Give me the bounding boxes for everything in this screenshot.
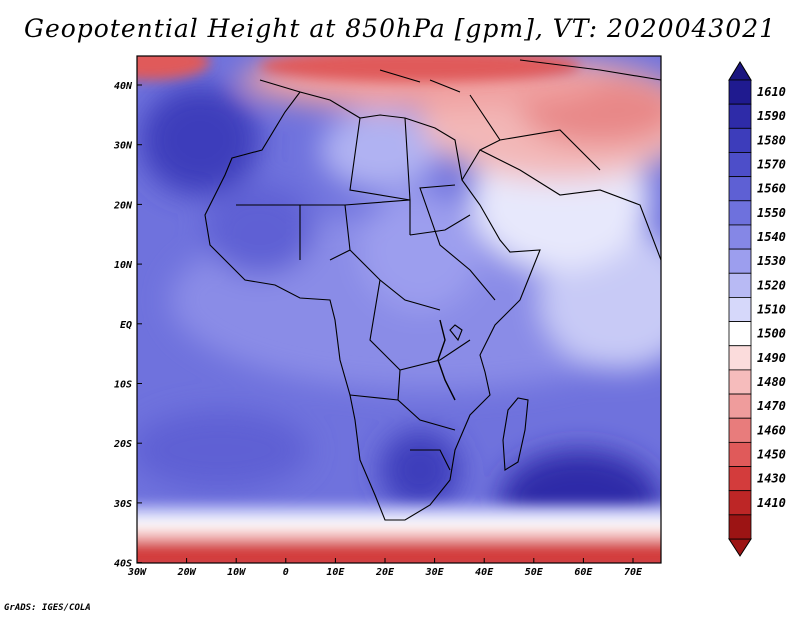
colorbar-level-label: 1410 <box>757 496 786 510</box>
colorbar-min-arrow <box>728 538 752 557</box>
colorbar-swatch <box>728 248 752 274</box>
colorbar-level-label: 1550 <box>757 206 786 220</box>
colorbar-level-label: 1610 <box>757 85 786 99</box>
x-tick-label: 70E <box>624 567 643 578</box>
colorbar-level-label: 1590 <box>757 109 786 123</box>
colorbar-swatch <box>728 369 752 395</box>
y-tick-label: 20N <box>113 200 133 211</box>
y-axis: 40N 30N 20N 10N EQ 10S 20S 30S 40S <box>113 81 142 570</box>
y-tick-label: EQ <box>120 320 132 331</box>
y-tick-label: 30S <box>113 499 132 510</box>
x-tick-label: 0 <box>283 567 289 578</box>
colorbar-swatch <box>728 79 752 105</box>
map-title: Geopotential Height at 850hPa [gpm], VT:… <box>23 14 777 43</box>
colorbar-level-label: 1480 <box>757 375 786 389</box>
x-tick-label: 30E <box>425 567 445 578</box>
x-tick-label: 10W <box>227 567 246 578</box>
colorbar-level-label: 1510 <box>757 303 786 317</box>
colorbar-swatch <box>728 345 752 371</box>
colorbar-swatch <box>728 417 752 443</box>
colorbar-level-label: 1430 <box>757 472 786 486</box>
colorbar-level-label: 1560 <box>757 182 786 196</box>
colorbar-max-arrow <box>728 61 752 81</box>
colorbar-swatch <box>728 127 752 153</box>
y-tick-label: 30N <box>113 141 133 152</box>
credit-text: GrADS: IGES/COLA <box>4 603 91 613</box>
y-tick-label: 10N <box>114 260 133 271</box>
x-tick-label: 40E <box>475 567 494 578</box>
colorbar-swatch <box>728 297 752 322</box>
colorbar-swatch <box>728 103 752 129</box>
colorbar-swatch <box>728 224 752 250</box>
colorbar: 1610 1590 1580 1570 1560 1550 1540 1530 1520 1510… <box>728 61 786 557</box>
colorbar-level-label: 1540 <box>757 230 786 244</box>
colorbar-level-label: 1460 <box>757 423 786 437</box>
x-tick-label: 30W <box>127 567 147 578</box>
colorbar-level-label: 1490 <box>757 351 786 365</box>
colorbar-swatch <box>728 272 752 298</box>
colorbar-level-label: 1570 <box>757 158 786 172</box>
colorbar-level-label: 1470 <box>757 399 786 413</box>
colorbar-swatch <box>728 441 752 467</box>
colorbar-level-label: 1580 <box>757 133 786 147</box>
colorbar-swatch <box>728 321 752 347</box>
y-tick-label: 40S <box>114 559 132 570</box>
y-tick-label: 40N <box>114 81 133 92</box>
y-tick-label: 20S <box>113 439 132 450</box>
coastlines <box>204 59 661 521</box>
colorbar-swatch <box>728 466 752 492</box>
x-tick-label: 10E <box>326 567 345 578</box>
colorbar-level-label: 1450 <box>757 447 786 461</box>
x-tick-label: 50E <box>525 567 544 578</box>
colorbar-swatch <box>728 514 752 540</box>
colorbar-level-label: 1500 <box>757 327 786 341</box>
colorbar-swatch <box>728 200 752 226</box>
y-tick-label: 10S <box>114 380 132 391</box>
colorbar-swatch <box>728 152 752 178</box>
colorbar-swatch <box>728 393 752 419</box>
x-axis: 30W 20W 10W 0 10E 20E 30E 40E 50E 60E 70E <box>127 558 643 578</box>
colorbar-level-label: 1520 <box>757 278 786 292</box>
plot-frame <box>136 55 662 564</box>
height-field <box>137 56 661 563</box>
x-tick-label: 60E <box>574 567 593 578</box>
colorbar-swatch <box>728 490 752 516</box>
x-tick-label: 20W <box>177 567 197 578</box>
colorbar-level-label: 1530 <box>757 254 786 268</box>
colorbar-swatch <box>728 176 752 202</box>
x-tick-label: 20E <box>375 567 395 578</box>
